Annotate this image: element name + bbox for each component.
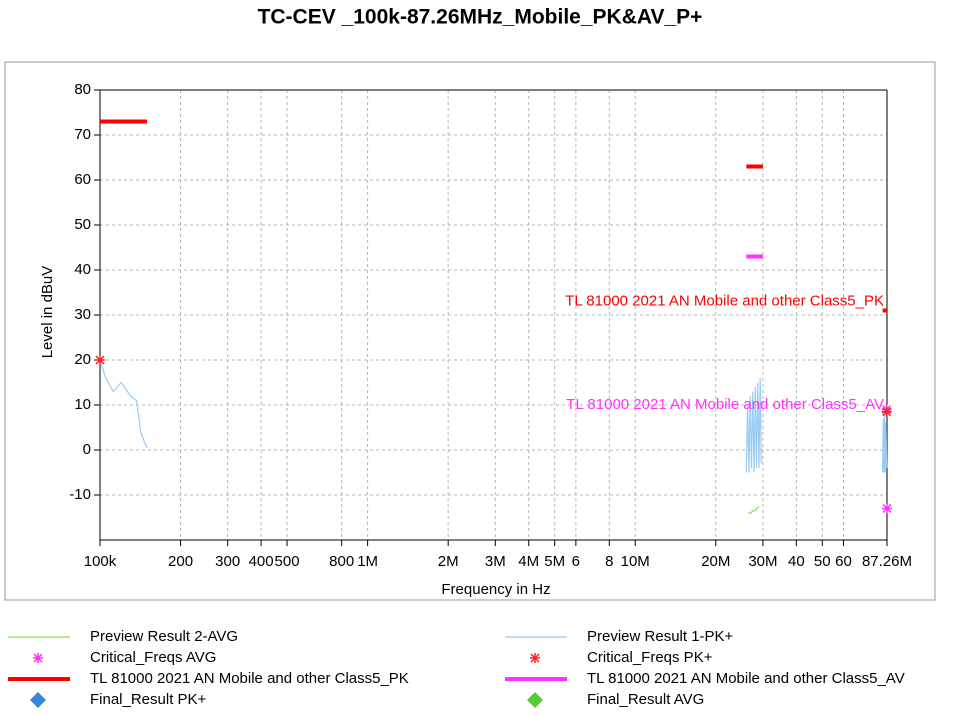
y-tick-label: 50 [74,216,91,233]
preview-line [99,359,888,473]
y-tick-label: 80 [74,81,91,98]
limit-annotation: TL 81000 2021 AN Mobile and other Class5… [565,292,884,309]
x-tick-label: 5M [544,553,565,570]
x-tick-label: 20M [701,553,730,570]
y-tick-label: 60 [74,171,91,188]
limit-line [100,119,887,313]
x-tick-label: 800 [329,553,354,570]
legend-label: Preview Result 1-PK+ [587,628,734,645]
y-tick-label: 20 [74,351,91,368]
legend-swatch [33,653,43,663]
y-tick-label: 0 [83,441,91,458]
legend-swatch [30,692,46,708]
legend-label: TL 81000 2021 AN Mobile and other Class5… [90,670,409,687]
x-tick-label: 500 [275,553,300,570]
legend-swatch [530,653,540,663]
critical-marker [95,355,105,365]
x-tick-label: 2M [438,553,459,570]
y-tick-label: 70 [74,126,91,143]
legend-label: Critical_Freqs PK+ [587,649,713,666]
legend-swatch [527,692,543,708]
critical-marker [881,406,892,417]
x-tick-label: 60 [835,553,852,570]
legend-label: Critical_Freqs AVG [90,649,216,666]
x-tick-label: 300 [215,553,240,570]
legend-label: Final_Result AVG [587,691,704,708]
x-tick-label: 6 [572,553,580,570]
legend-label: TL 81000 2021 AN Mobile and other Class5… [587,670,905,687]
x-axis-label: Frequency in Hz [441,581,550,598]
x-tick-label: 50 [814,553,831,570]
y-tick-label: 30 [74,306,91,323]
x-tick-label: 40 [788,553,805,570]
chart-title: TC-CEV _100k-87.26MHz_Mobile_PK&AV_P+ [258,6,703,29]
x-tick-label: 200 [168,553,193,570]
y-tick-label: -10 [69,486,91,503]
x-tick-label: 100k [84,553,117,570]
x-tick-label: 10M [621,553,650,570]
x-tick-label: 400 [249,553,274,570]
plot-frame [4,61,936,601]
y-axis-label: Level in dBuV [39,266,56,359]
x-tick-label: 87.26M [862,553,912,570]
legend-label: Preview Result 2-AVG [90,628,238,645]
x-tick-label: 30M [748,553,777,570]
preview-line [748,505,760,514]
x-tick-label: 4M [518,553,539,570]
legend-label: Final_Result PK+ [90,691,207,708]
y-tick-label: 40 [74,261,91,278]
x-tick-label: 1M [357,553,378,570]
x-tick-label: 8 [605,553,613,570]
y-tick-label: 10 [74,396,91,413]
limit-annotation: TL 81000 2021 AN Mobile and other Class5… [566,396,884,413]
critical-marker [882,503,892,514]
x-tick-label: 3M [485,553,506,570]
